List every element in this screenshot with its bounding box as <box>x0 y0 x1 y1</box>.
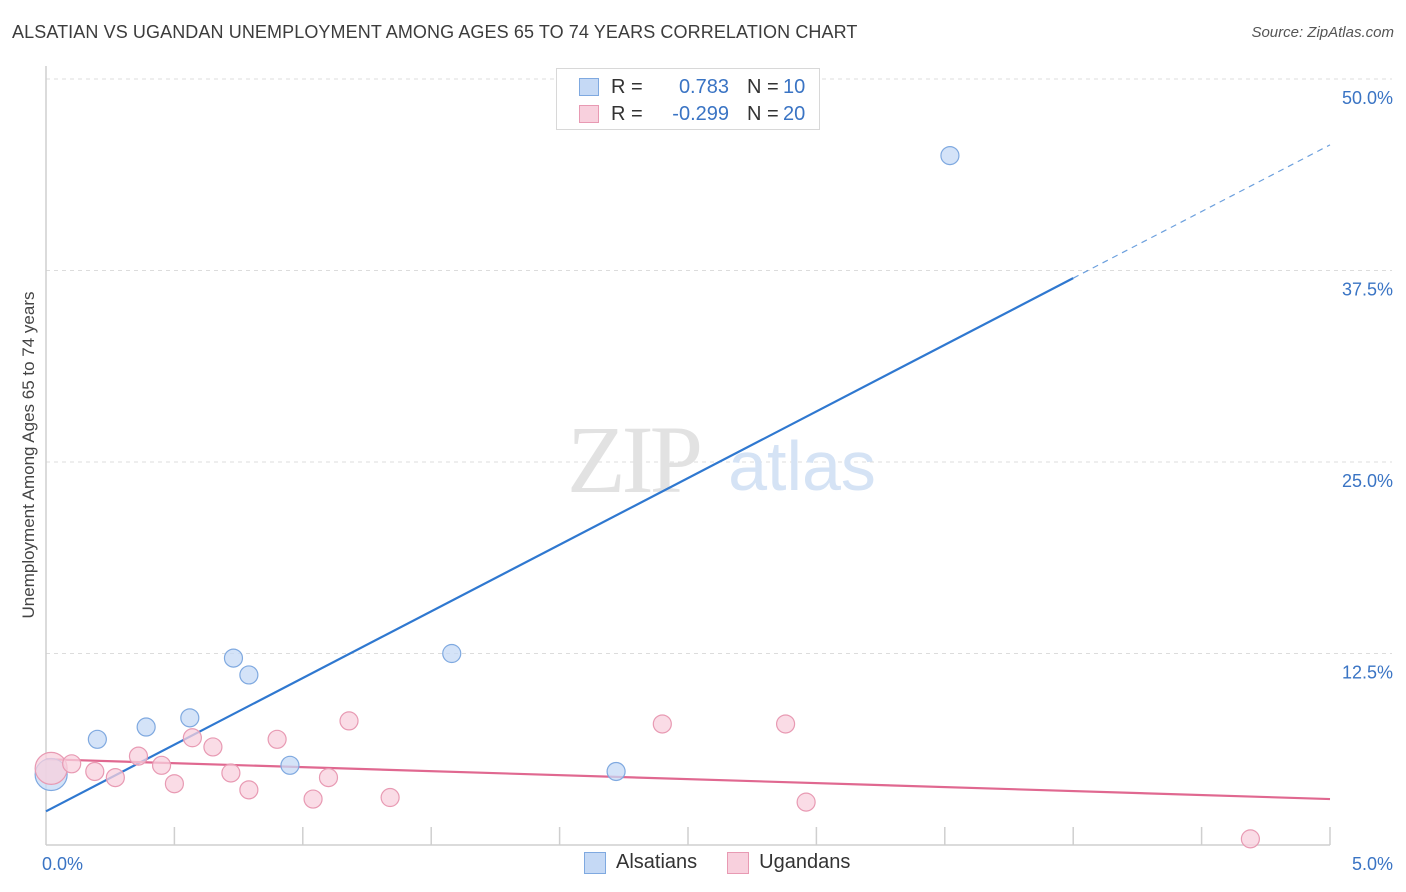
ugandan-point <box>318 767 339 788</box>
alsatian-point <box>223 648 244 668</box>
r-value: -0.299 <box>672 102 729 125</box>
ugandan-point <box>303 789 323 809</box>
alsatian-point <box>87 729 107 749</box>
n-value: 20 <box>783 102 806 125</box>
x-tick-label: 0.0% <box>42 854 83 874</box>
ugandan-point <box>775 714 796 734</box>
ugandan-point <box>267 729 287 749</box>
y-tick-label: 12.5% <box>1342 663 1393 683</box>
ugandan-point <box>339 711 359 731</box>
r-value: 0.783 <box>678 75 729 98</box>
trend-line-alsatians-extension <box>1072 144 1331 279</box>
alsatian-point <box>442 643 462 664</box>
alsatian-point <box>280 755 300 775</box>
axes <box>45 66 1331 846</box>
y-tick-label: 37.5% <box>1342 280 1393 300</box>
legend-swatch-blue <box>584 851 606 874</box>
alsatian-point <box>606 761 626 782</box>
chart-source: Source: ZipAtlas.com <box>1251 24 1394 41</box>
ugandan-point <box>652 714 672 734</box>
watermark: ZIP atlas <box>567 406 876 513</box>
ugandan-point <box>164 774 184 794</box>
gridlines <box>46 78 1392 654</box>
ugandan-point <box>380 787 400 808</box>
alsatian-point <box>136 717 156 737</box>
ugandan-point <box>151 755 172 775</box>
legend-swatch-pink <box>727 851 750 874</box>
ugandan-point <box>221 763 241 783</box>
r-label: R = <box>611 75 643 98</box>
series-legend: Alsatians Ugandans <box>584 851 880 874</box>
ugandan-point <box>1240 829 1260 849</box>
trend-line-ugandans <box>45 758 1331 801</box>
trend-lines <box>45 144 1331 813</box>
legend-row-ugandans: R = -0.299 N = 20 <box>579 102 805 126</box>
y-tick-label: 50.0% <box>1342 88 1393 108</box>
n-value: 10 <box>783 75 806 98</box>
legend-swatch-blue <box>579 78 599 96</box>
trend-line-alsatians <box>45 277 1074 813</box>
n-label: N = <box>747 102 779 125</box>
legend-row-alsatians: R = 0.783 N = 10 <box>579 75 805 99</box>
ugandan-point <box>796 792 816 812</box>
ugandan-point <box>128 746 149 766</box>
alsatian-point <box>239 665 259 685</box>
ugandan-point <box>34 751 68 786</box>
ugandan-point <box>105 767 125 788</box>
ugandan-point <box>62 754 82 774</box>
legend-item-ugandans[interactable]: Ugandans <box>727 851 850 874</box>
chart-title: ALSATIAN VS UGANDAN UNEMPLOYMENT AMONG A… <box>12 22 858 42</box>
correlation-legend: R = 0.783 N = 10 R = -0.299 N = 20 <box>556 68 820 130</box>
ugandan-point <box>182 728 202 748</box>
watermark-zip: ZIP <box>567 406 700 513</box>
r-label: R = <box>611 102 643 125</box>
y-tick-label: 25.0% <box>1342 471 1393 491</box>
legend-swatch-pink <box>579 105 599 123</box>
legend-item-alsatians[interactable]: Alsatians <box>584 851 697 874</box>
x-tick-label: 5.0% <box>1352 854 1393 874</box>
ugandan-point <box>85 761 105 782</box>
tick-labels: 12.5% 25.0% 37.5% 50.0% 0.0% 5.0% <box>42 88 1393 874</box>
ugandan-point <box>239 780 259 800</box>
legend-label: Ugandans <box>759 851 851 873</box>
data-points <box>34 146 1260 849</box>
alsatian-point <box>940 146 960 166</box>
alsatian-point <box>180 708 200 728</box>
ugandan-point <box>203 737 223 757</box>
legend-label: Alsatians <box>616 851 698 873</box>
watermark-atlas: atlas <box>728 427 876 505</box>
n-label: N = <box>747 75 779 98</box>
